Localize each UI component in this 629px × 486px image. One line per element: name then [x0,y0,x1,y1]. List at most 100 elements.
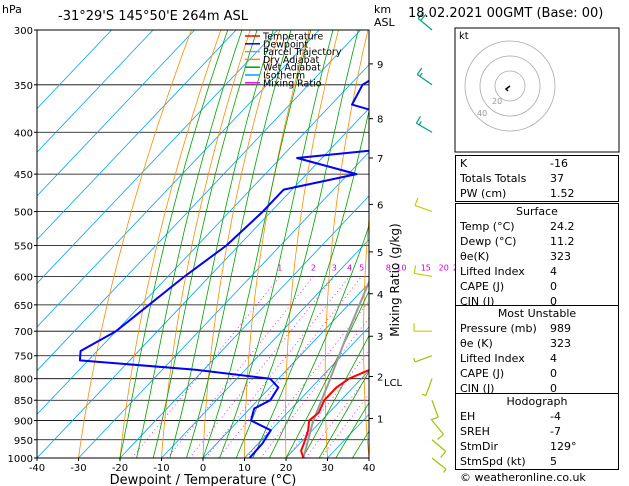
index-row: CIN (J) 0 [456,294,618,309]
wind-barb-flag [417,11,424,19]
dry-adiabat [324,30,369,458]
indices-box: K -16 Totals Totals 37 PW (cm) 1.52 [455,155,619,202]
x-axis-label: Dewpoint / Temperature (°C) [110,473,297,486]
legend-entry: Temperature [262,32,323,43]
dewpoint-line [78,79,369,458]
km-label: km [374,3,391,16]
wind-barb [431,439,447,452]
index-value: -4 [550,410,561,423]
dry-adiabat [202,30,281,458]
index-row: θe(K) 323 [456,249,618,264]
pressure-tick-label: 650 [14,301,33,312]
temp-tick-label: 30 [321,463,334,474]
pressure-tick-label: 500 [14,208,33,219]
wind-barb [431,400,439,418]
datetime: 18.02.2021 00GMT (Base: 00) [408,6,604,21]
km-tick-label: 2 [377,372,383,383]
index-key: EH [460,410,476,423]
isotherm-line [78,151,369,458]
temp-tick-label: 40 [363,463,376,474]
index-row: CAPE (J) 0 [456,366,618,381]
index-key: StmSpd (kt) [460,455,526,468]
pressure-tick-label: 850 [14,396,33,407]
mixing-ratio-label: 1 [277,263,282,272]
mixing-ratio-label: 2 [311,263,316,272]
pressure-tick-label: 350 [14,81,33,92]
wet-adiabat [219,30,334,458]
temp-tick-label: -30 [70,463,86,474]
index-value: 0 [550,295,557,308]
pressure-tick-label: 950 [14,436,33,447]
legend-entry: Dewpoint [263,39,308,50]
index-value: 989 [550,322,571,335]
wind-barb-flag [430,416,439,421]
asl-label: ASL [374,16,396,29]
temp-tick-label: -20 [112,463,128,474]
index-row: Temp (°C) 24.2 [456,219,618,234]
pressure-tick-label: 1000 [8,454,33,465]
index-value: 0 [550,280,557,293]
temperature-line [300,368,369,458]
index-value: -16 [550,157,568,170]
most-unstable-title: Most Unstable [497,307,577,320]
wet-adiabat [285,289,369,458]
mixing-ratio-label: 20 [439,263,449,272]
km-tick-label: 1 [377,415,383,426]
mixing-ratio-label: 10 [396,263,406,272]
index-key: K [460,157,468,170]
location-title: -31°29'S 145°50'E 264m ASL [58,9,249,24]
wind-barb-flag [440,450,447,458]
index-value: 1.52 [550,187,575,200]
wind-barb [416,73,433,86]
hodograph-box: Hodograph EH -4 SREH -7 StmDir 129° StmSpd (kt… [455,393,619,470]
mixing-ratio-label: 4 [347,263,352,272]
wind-barb-flag [413,357,416,363]
km-tick-label: 6 [377,200,383,211]
isotherm-line [37,64,369,415]
temp-tick-label: 20 [280,463,293,474]
wet-adiabat [235,30,359,458]
legend-entry: Wet Adiabat [263,63,321,74]
index-value: 323 [550,250,571,263]
index-key: Lifted Index [460,352,525,365]
lcl-label: LCL [384,378,403,389]
index-row: Totals Totals 37 [456,171,618,186]
pressure-tick-label: 300 [14,26,33,37]
wet-adiabat [169,30,274,458]
isotherm-line [161,238,369,458]
surface-box: Surface Temp (°C) 24.2 Dewp (°C) 11.2 θe(K) 3… [455,203,619,310]
dry-adiabat [401,30,427,458]
index-key: CAPE (J) [460,280,505,293]
index-row: θe (K) 323 [456,336,618,351]
isotherm-line [244,326,369,458]
index-key: PW (cm) [460,187,507,200]
wind-barb [425,378,433,396]
wind-barb-flag [413,265,417,274]
index-row: PW (cm) 1.52 [456,186,618,201]
pressure-tick-label: 700 [14,327,33,338]
dry-adiabat [119,30,222,458]
dry-adiabat [363,213,369,458]
index-row: EH -4 [456,409,618,424]
dry-adiabat [244,30,310,458]
index-key: Dewp (°C) [460,235,517,248]
copyright-footer[interactable]: © weatheronline.co.uk [460,471,586,484]
index-value: 4 [550,352,557,365]
wind-barb [414,355,433,363]
index-row: CAPE (J) 0 [456,279,618,294]
isotherm-line [37,30,361,372]
pressure-tick-label: 900 [14,417,33,428]
temp-tick-label: -10 [153,463,169,474]
km-tick-label: 7 [377,154,383,165]
wind-barb [416,122,433,133]
mixing-ratio-line [167,276,314,458]
wet-adiabat [152,30,258,458]
index-key: θe(K) [460,250,490,263]
pressure-tick-label: 800 [14,375,33,386]
wind-barb-flag [418,121,422,126]
index-value: 24.2 [550,220,575,233]
index-value: 0 [550,367,557,380]
index-row: K -16 [456,156,618,171]
wind-barb-flag [414,197,419,206]
wet-adiabat [136,30,243,458]
